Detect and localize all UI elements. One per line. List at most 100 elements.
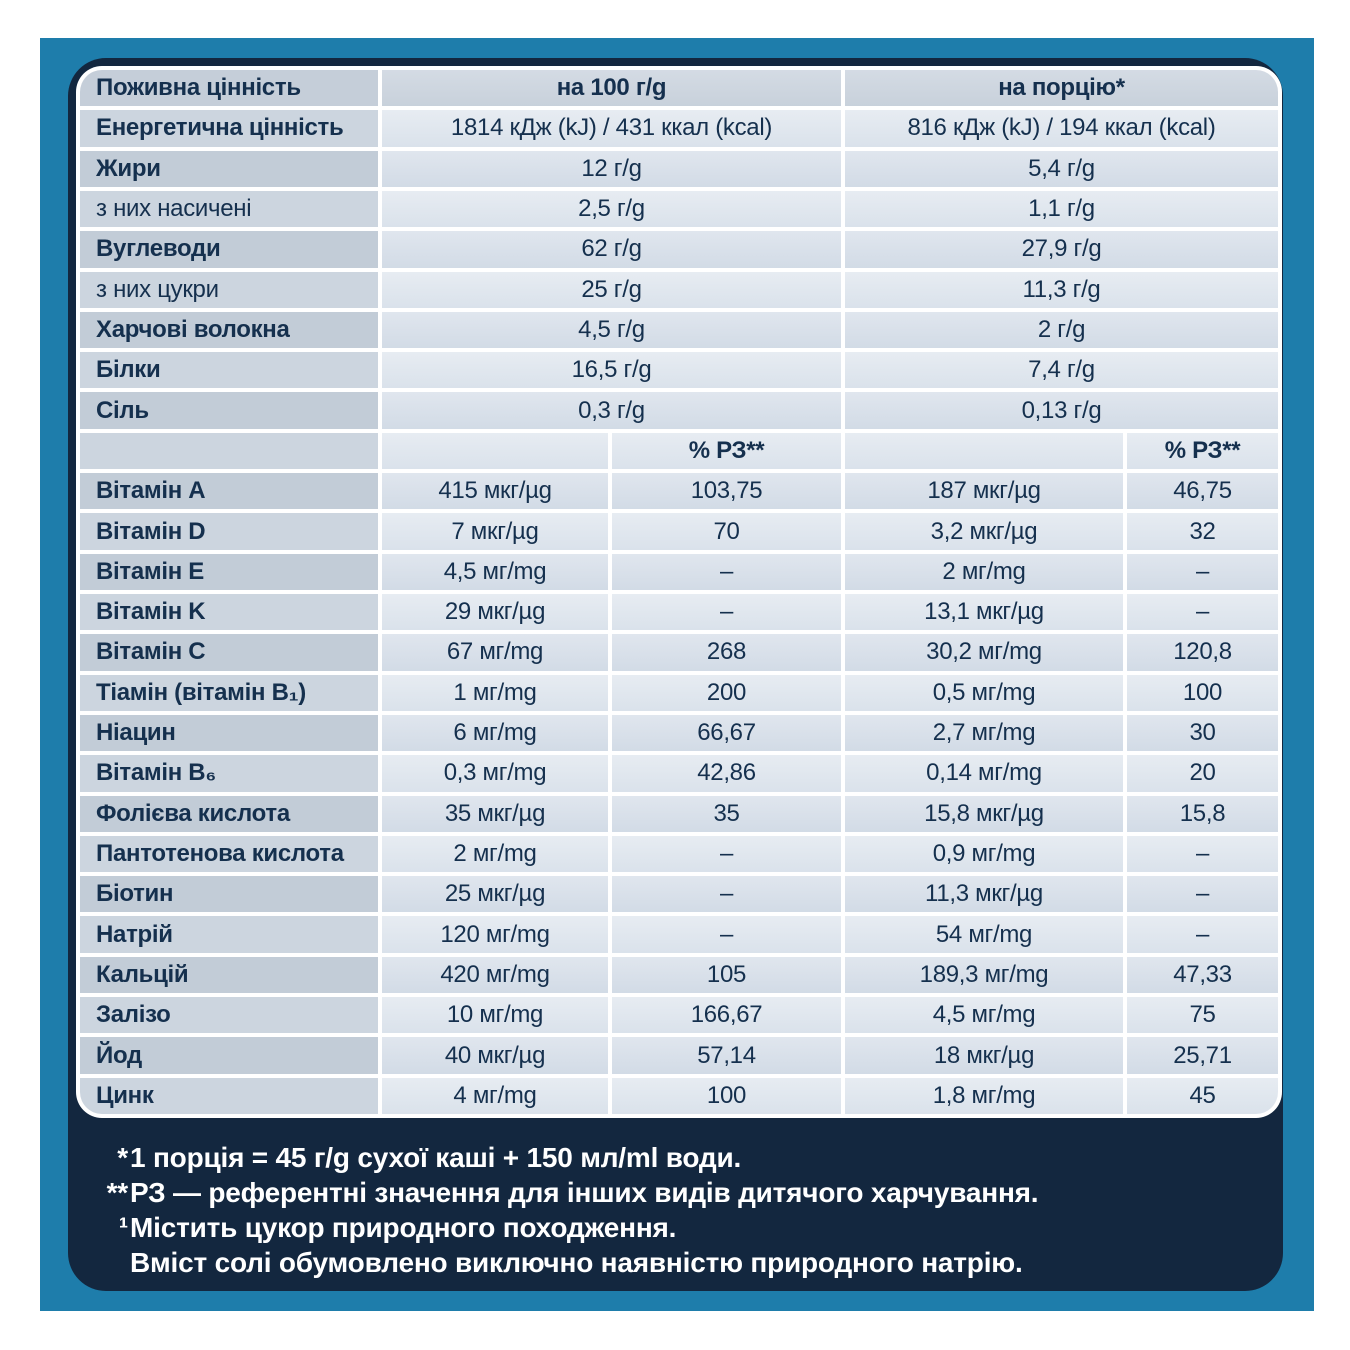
cell-rz-per100: 35 (612, 795, 841, 832)
cell-value-per100: 25 г/g (382, 271, 841, 308)
cell-rz-portion: 120,8 (1127, 634, 1278, 671)
cell-label: Вітамін K (80, 594, 378, 631)
cell-rz-portion: 30 (1127, 714, 1278, 752)
cell-rz-per100: 42,86 (612, 755, 841, 792)
cell-value-portion: 187 мкг/µg (845, 473, 1123, 510)
footnote-line: ¹ Містить цукор природного походження. (88, 1210, 1268, 1245)
footnote-line: * 1 порція = 45 г/g сухої каші + 150 мл/m… (88, 1140, 1268, 1175)
footnote-text: РЗ — референтні значення для інших видів… (130, 1177, 1039, 1208)
cell-rz-per100: 200 (612, 674, 841, 711)
footnote-text: Містить цукор природного походження. (130, 1212, 677, 1243)
cell-rz-per100: 166,67 (612, 997, 841, 1034)
cell-label: Вітамін C (80, 634, 378, 671)
cell-value-portion: 0,5 мг/mg (845, 674, 1123, 711)
cell-value-portion: 1,8 мг/mg (845, 1077, 1123, 1114)
cell-rz-portion: 45 (1127, 1077, 1278, 1114)
cell-rz-per100: 103,75 (612, 473, 841, 510)
cell-value-per100: 4 мг/mg (382, 1077, 608, 1114)
subheader-rz-portion: % РЗ** (1127, 432, 1278, 470)
cell-value-per100: 67 мг/mg (382, 634, 608, 671)
cell-rz-per100: – (612, 594, 841, 631)
cell-value-per100: 25 мкг/µg (382, 876, 608, 913)
cell-value-per100: 2 мг/mg (382, 835, 608, 873)
cell-value-per100: 62 г/g (382, 231, 841, 268)
cell-label: Вуглеводи (80, 231, 378, 268)
cell-value-portion: 0,9 мг/mg (845, 835, 1123, 873)
cell-label: з них насичені (80, 190, 378, 228)
cell-value-portion: 3,2 мкг/µg (845, 513, 1123, 550)
cell-label: Тіамін (вітамін B₁) (80, 674, 378, 711)
cell-label: Жири (80, 150, 378, 187)
cell-value-per100: 12 г/g (382, 150, 841, 187)
cell-value-portion: 54 мг/mg (845, 916, 1123, 953)
footnotes: * 1 порція = 45 г/g сухої каші + 150 мл/m… (88, 1140, 1268, 1280)
cell-value-per100: 16,5 г/g (382, 352, 841, 389)
cell-rz-portion: – (1127, 916, 1278, 953)
cell-rz-per100: 70 (612, 513, 841, 550)
cell-rz-portion: – (1127, 835, 1278, 873)
cell-label: Вітамін B₆ (80, 755, 378, 792)
cell-label: з них цукри (80, 271, 378, 308)
cell-empty (80, 432, 378, 470)
cell-value-per100: 415 мкг/µg (382, 473, 608, 510)
nutrition-table: Поживна цінність на 100 г/g на порцію* Енер… (76, 66, 1282, 1118)
footnote-marker: * (117, 1142, 128, 1173)
cell-value-portion: 2 мг/mg (845, 553, 1123, 590)
footnote-marker: ** (106, 1177, 129, 1208)
cell-value-per100: 7 мкг/µg (382, 513, 608, 550)
cell-value-portion: 27,9 г/g (845, 231, 1278, 268)
teal-frame: Поживна цінність на 100 г/g на порцію* Енер… (40, 38, 1314, 1311)
cell-label: Енергетична цінність (80, 110, 378, 147)
cell-label: Вітамін E (80, 553, 378, 590)
cell-rz-portion: 47,33 (1127, 956, 1278, 994)
cell-rz-per100: – (612, 553, 841, 590)
cell-value-per100: 40 мкг/µg (382, 1037, 608, 1074)
navy-panel: Поживна цінність на 100 г/g на порцію* Енер… (68, 58, 1283, 1291)
cell-value-portion: 13,1 мкг/µg (845, 594, 1123, 631)
cell-rz-portion: 15,8 (1127, 795, 1278, 832)
cell-value-portion: 15,8 мкг/µg (845, 795, 1123, 832)
cell-rz-per100: 66,67 (612, 714, 841, 752)
cell-value-per100: 420 мг/mg (382, 956, 608, 994)
cell-rz-portion: – (1127, 876, 1278, 913)
cell-label: Цинк (80, 1077, 378, 1114)
cell-value-portion: 2,7 мг/mg (845, 714, 1123, 752)
cell-rz-per100: 105 (612, 956, 841, 994)
cell-value-per100: 4,5 мг/mg (382, 553, 608, 590)
footnote-marker: ¹ (118, 1212, 128, 1243)
cell-value-portion: 11,3 мкг/µg (845, 876, 1123, 913)
cell-label: Сіль (80, 392, 378, 429)
cell-value-portion: 18 мкг/µg (845, 1037, 1123, 1074)
cell-value-per100: 0,3 мг/mg (382, 755, 608, 792)
cell-rz-portion: – (1127, 553, 1278, 590)
subheader-rz-per100: % РЗ** (612, 432, 841, 470)
cell-value-portion: 816 кДж (kJ) / 194 ккал (kcal) (845, 110, 1278, 147)
cell-value-portion: 5,4 г/g (845, 150, 1278, 187)
cell-empty (845, 432, 1123, 470)
header-nutrition-label: Поживна цінність (80, 70, 378, 107)
footnote-marker (88, 1245, 128, 1280)
cell-value-portion: 4,5 мг/mg (845, 997, 1123, 1034)
cell-label: Кальцій (80, 956, 378, 994)
cell-label: Вітамін A (80, 473, 378, 510)
cell-value-portion: 11,3 г/g (845, 271, 1278, 308)
footnote-line: Вміст солі обумовлено виключно наявністю… (88, 1245, 1268, 1280)
footnote-text: 1 порція = 45 г/g сухої каші + 150 мл/ml… (130, 1142, 742, 1173)
cell-label: Вітамін D (80, 513, 378, 550)
cell-rz-portion: 46,75 (1127, 473, 1278, 510)
cell-value-portion: 2 г/g (845, 311, 1278, 349)
cell-rz-portion: – (1127, 594, 1278, 631)
cell-value-portion: 189,3 мг/mg (845, 956, 1123, 994)
cell-rz-portion: 25,71 (1127, 1037, 1278, 1074)
footnote-text: Вміст солі обумовлено виключно наявністю… (130, 1247, 1023, 1278)
cell-rz-per100: – (612, 876, 841, 913)
cell-label: Білки (80, 352, 378, 389)
cell-value-per100: 0,3 г/g (382, 392, 841, 429)
cell-label: Залізо (80, 997, 378, 1034)
cell-label: Біотин (80, 876, 378, 913)
cell-label: Харчові волокна (80, 311, 378, 349)
cell-value-portion: 30,2 мг/mg (845, 634, 1123, 671)
cell-rz-portion: 75 (1127, 997, 1278, 1034)
cell-value-per100: 1 мг/mg (382, 674, 608, 711)
cell-rz-per100: 100 (612, 1077, 841, 1114)
